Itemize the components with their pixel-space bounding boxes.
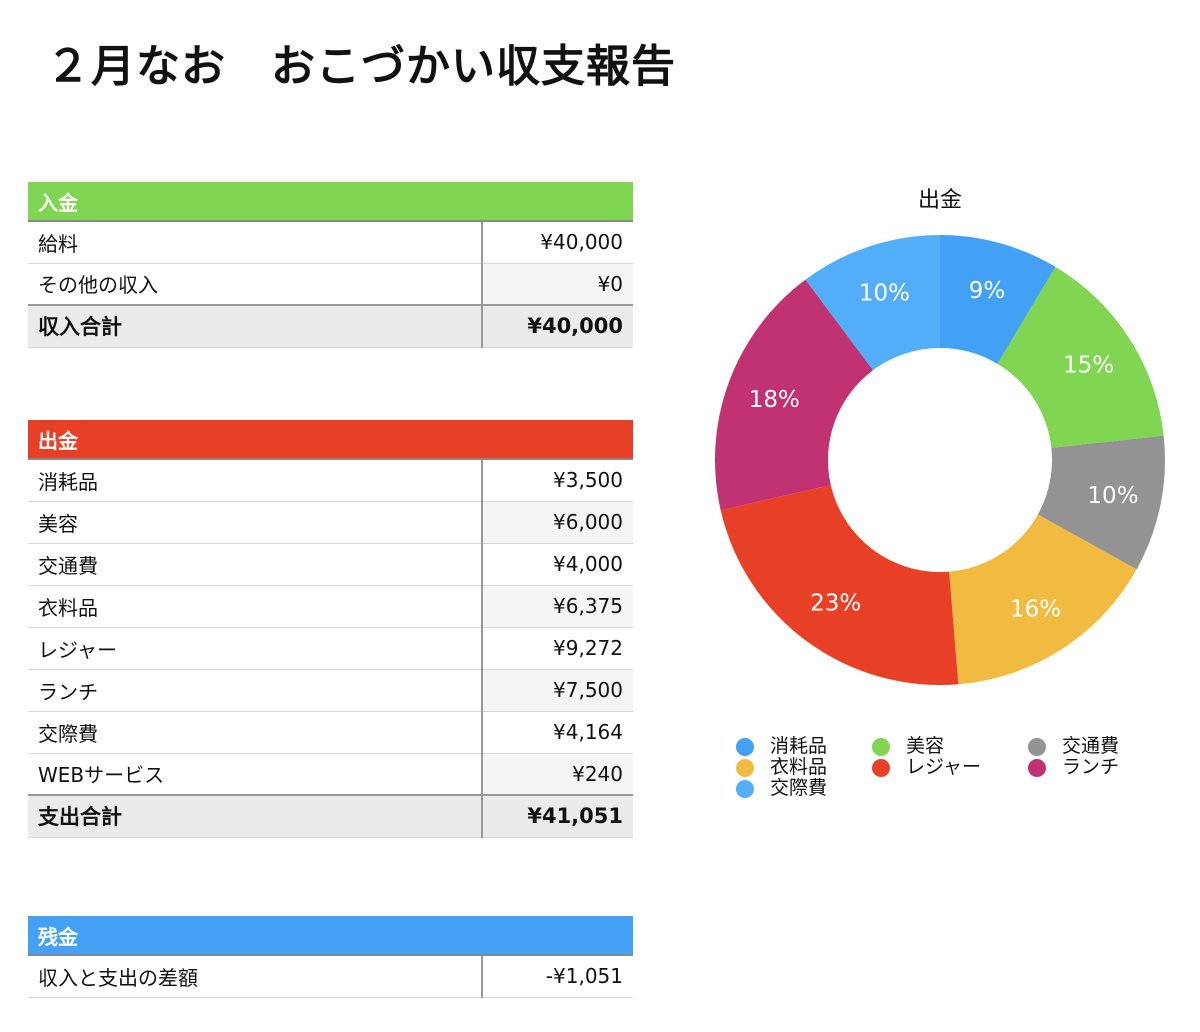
legend-label: 交通費 — [1062, 735, 1120, 757]
expense-total-label[interactable]: 支出合計 — [28, 794, 482, 838]
page-title: ２月なお おこづかい収支報告 — [46, 41, 676, 92]
donut-slice-レジャー[interactable] — [720, 484, 959, 685]
expense-label[interactable]: レジャー — [28, 627, 482, 670]
expense-label[interactable]: 交通費 — [28, 543, 482, 586]
slice-label: 9% — [969, 278, 1006, 304]
legend-item: 衣料品 — [736, 757, 827, 778]
income-header: 入金 — [28, 182, 633, 222]
donut-slice-美容[interactable] — [997, 266, 1164, 448]
donut-slice-ランチ[interactable] — [715, 279, 874, 511]
chart-title: 出金 — [917, 188, 962, 213]
legend-label: 交際費 — [770, 777, 828, 799]
slice-label: 15% — [1063, 353, 1114, 379]
balance-value[interactable]: -¥1,051 — [481, 955, 633, 998]
expense-value[interactable]: ¥6,000 — [481, 501, 633, 544]
income-total-label[interactable]: 収入合計 — [28, 304, 482, 348]
slice-label: 10% — [1087, 483, 1138, 509]
expense-value[interactable]: ¥9,272 — [481, 627, 633, 670]
legend-swatch — [872, 737, 890, 756]
legend-label: ランチ — [1062, 756, 1120, 778]
income-table: 入金 給料 ¥40,000 その他の収入 ¥0 収入合計 ¥40,000 — [28, 182, 633, 348]
slice-label: 18% — [749, 387, 800, 413]
expense-value[interactable]: ¥7,500 — [481, 669, 633, 712]
legend-label: 美容 — [906, 735, 945, 757]
legend-item: 交際費 — [736, 778, 827, 799]
expense-label[interactable]: ランチ — [28, 669, 482, 712]
legend-swatch — [872, 758, 890, 777]
legend-item: 交通費 — [1028, 736, 1119, 757]
legend-item: 消耗品 — [736, 736, 827, 757]
legend-item: 美容 — [872, 736, 944, 757]
expense-label[interactable]: WEBサービス — [28, 753, 482, 796]
slice-label: 16% — [1010, 596, 1061, 622]
donut-slice-衣料品[interactable] — [949, 514, 1137, 685]
expense-total-value[interactable]: ¥41,051 — [481, 794, 633, 838]
slice-label: 23% — [810, 590, 861, 616]
legend-swatch — [736, 779, 754, 798]
expense-value[interactable]: ¥6,375 — [481, 585, 633, 628]
legend-item: レジャー — [872, 757, 981, 778]
income-total-value[interactable]: ¥40,000 — [481, 304, 633, 348]
legend-swatch — [736, 737, 754, 756]
expense-value[interactable]: ¥240 — [481, 753, 633, 796]
legend-label: 消耗品 — [770, 735, 828, 757]
legend-swatch — [736, 758, 754, 777]
expense-value[interactable]: ¥4,000 — [481, 543, 633, 586]
donut-slice-交通費[interactable] — [1037, 435, 1165, 570]
legend-item: ランチ — [1028, 757, 1119, 778]
balance-table: 残金 収入と支出の差額 -¥1,051 — [28, 916, 633, 998]
balance-header: 残金 — [28, 916, 633, 956]
expense-value[interactable]: ¥4,164 — [481, 711, 633, 754]
expense-label[interactable]: 交際費 — [28, 711, 482, 754]
expense-label[interactable]: 衣料品 — [28, 585, 482, 628]
expense-label[interactable]: 消耗品 — [28, 459, 482, 502]
donut-slice-消耗品[interactable] — [940, 235, 1056, 364]
legend-label: 衣料品 — [770, 756, 828, 778]
expense-value[interactable]: ¥3,500 — [481, 459, 633, 502]
income-label[interactable]: その他の収入 — [28, 263, 482, 306]
income-value[interactable]: ¥40,000 — [481, 221, 633, 264]
donut-slice-交際費[interactable] — [805, 235, 940, 371]
expense-table: 出金 消耗品 ¥3,500 美容 ¥6,000 交通費 ¥4,000 衣料品 ¥6,375 レジ… — [28, 420, 633, 838]
legend-swatch — [1028, 737, 1046, 756]
expense-label[interactable]: 美容 — [28, 501, 482, 544]
legend-label: レジャー — [906, 756, 982, 778]
legend-swatch — [1028, 758, 1046, 777]
income-label[interactable]: 給料 — [28, 221, 482, 264]
expense-header: 出金 — [28, 420, 633, 460]
slice-label: 10% — [859, 280, 910, 306]
balance-label[interactable]: 収入と支出の差額 — [28, 955, 482, 998]
